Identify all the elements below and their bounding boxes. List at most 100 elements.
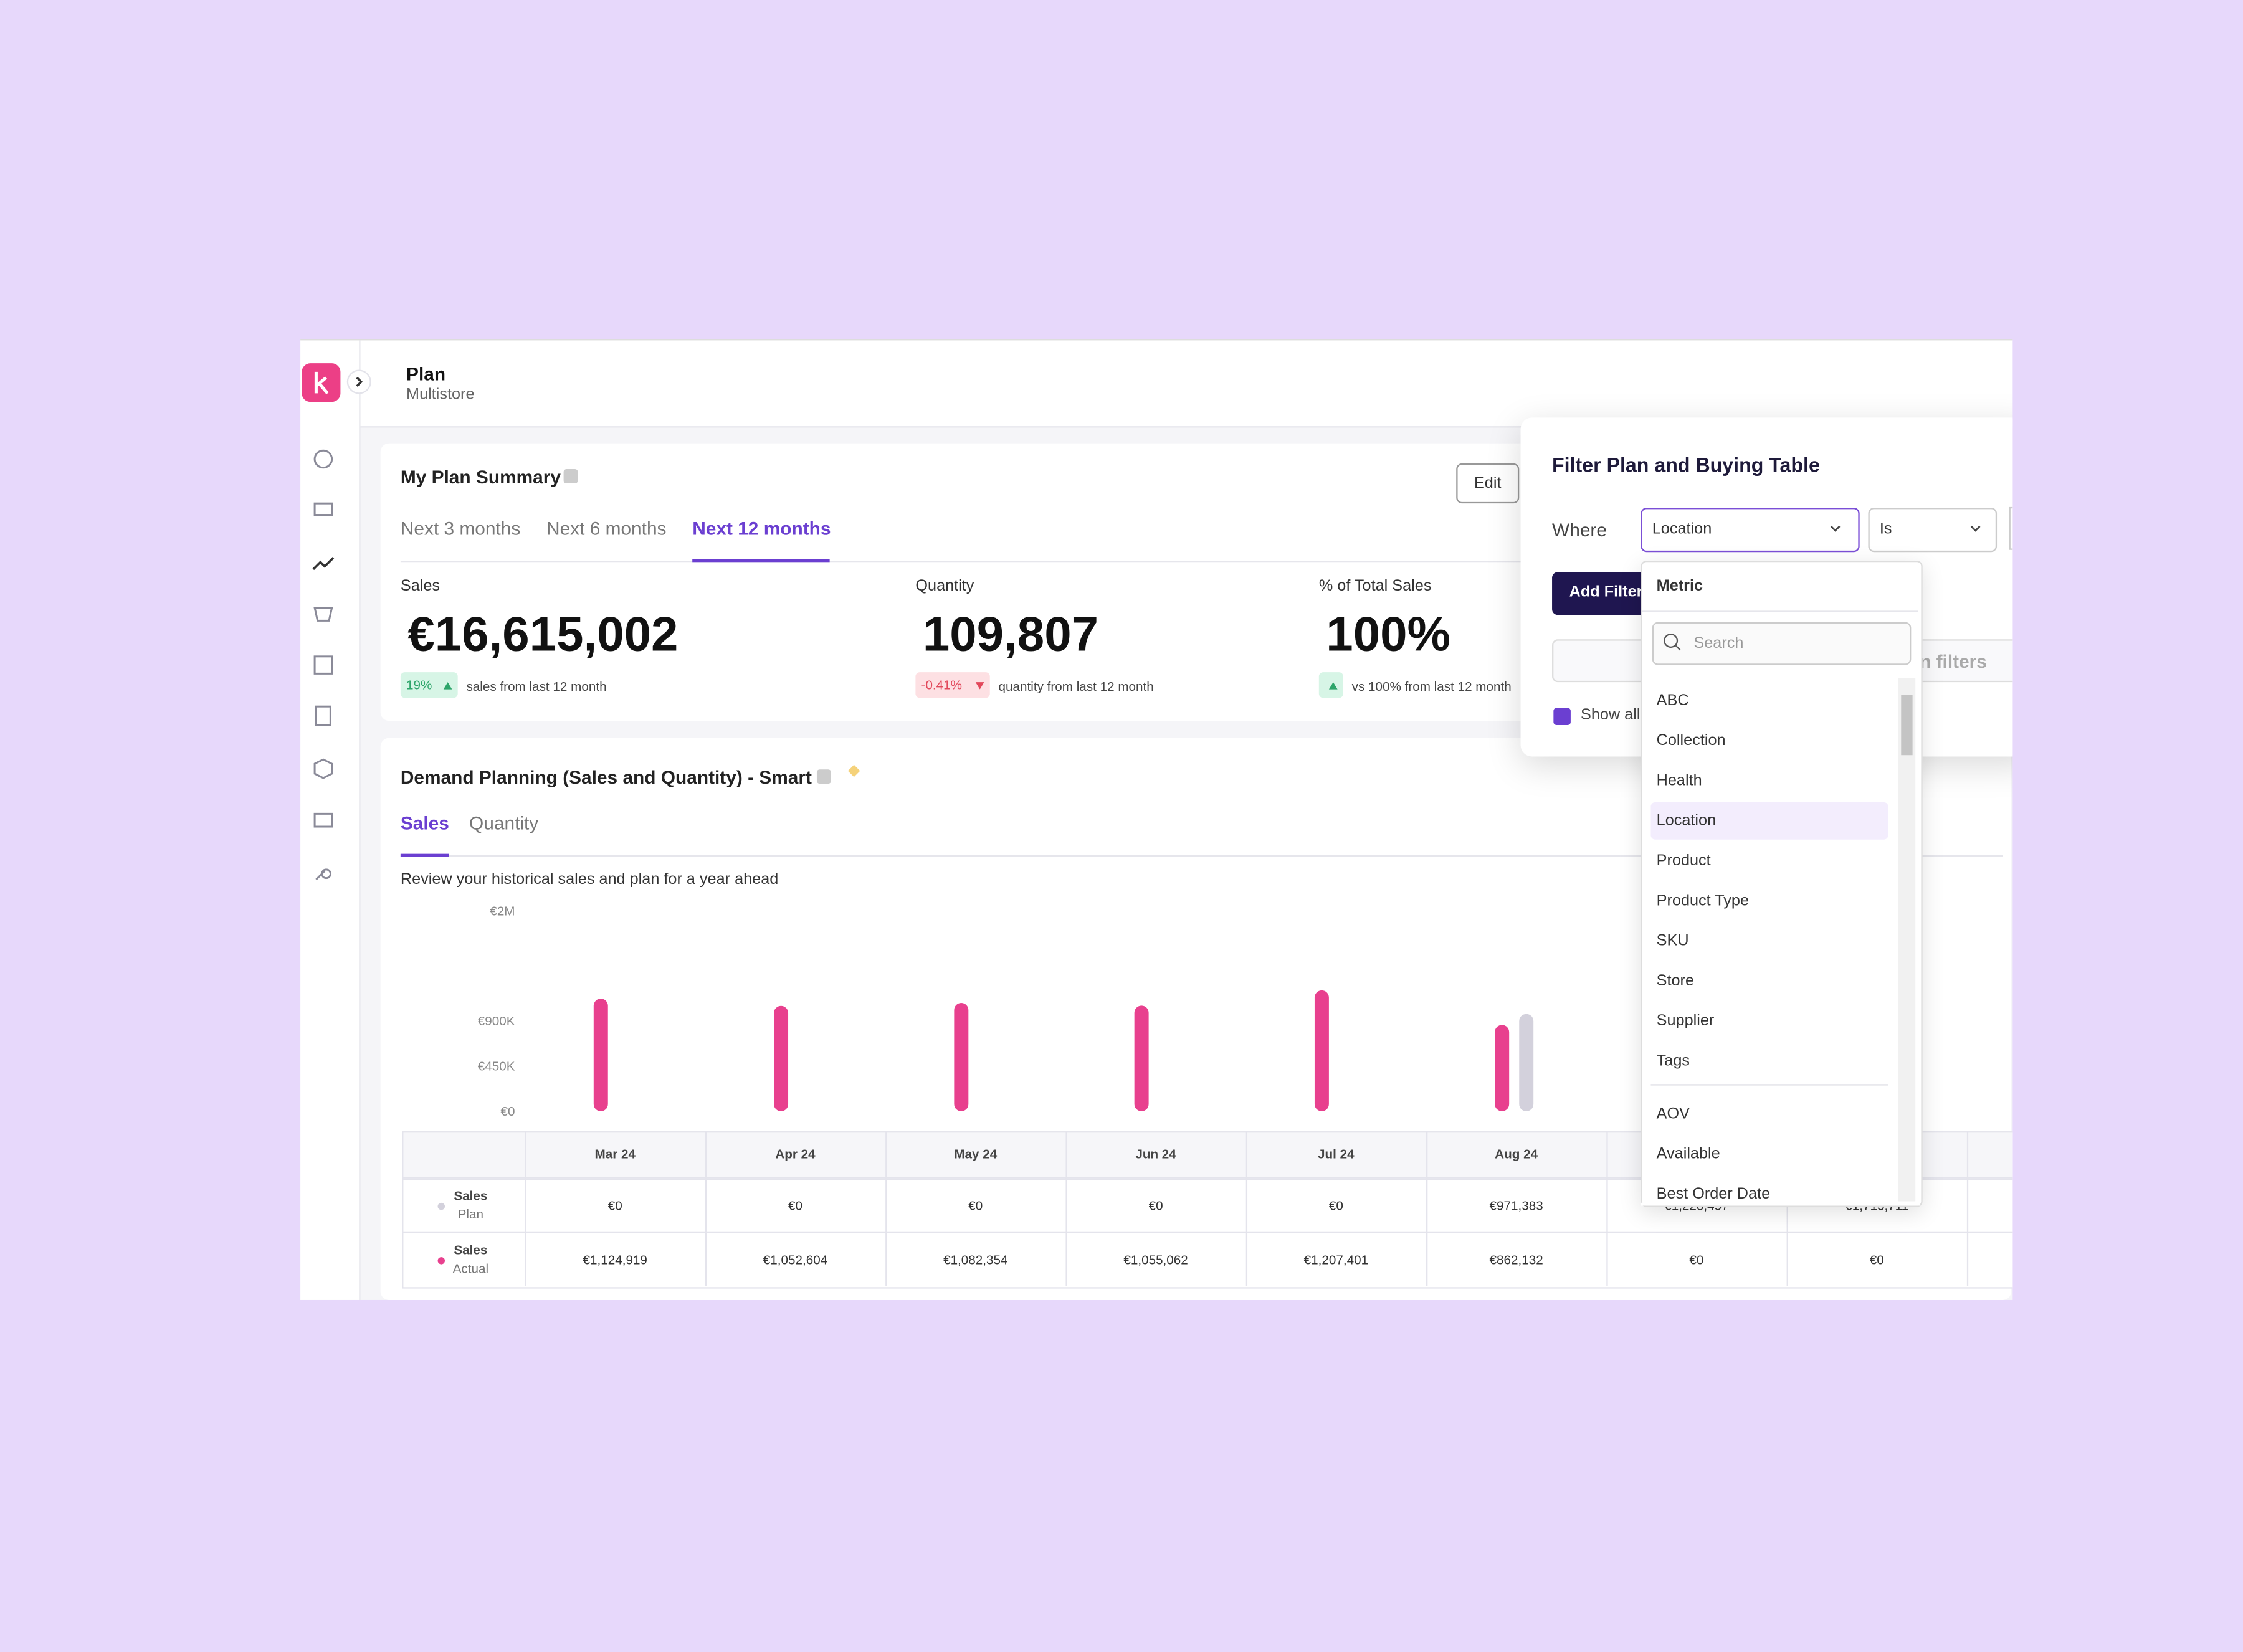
column-divider — [1065, 1131, 1067, 1286]
edit-button[interactable]: Edit — [1456, 463, 1520, 504]
change-arrow — [1328, 682, 1338, 690]
apply-filters-label[interactable]: n filters — [1920, 650, 1987, 673]
operator-value: Is — [1879, 520, 1892, 538]
page-subtitle: Multistore — [406, 386, 475, 404]
options-divider — [1650, 1084, 1888, 1086]
column-divider — [705, 1131, 707, 1286]
bar — [774, 1005, 789, 1111]
scrollbar — [1898, 678, 1916, 1202]
value-select[interactable] — [2009, 506, 2013, 550]
help-icon[interactable] — [313, 449, 333, 469]
chart-tab[interactable]: Sales — [400, 812, 449, 834]
period-tab[interactable]: Next 6 months — [546, 518, 667, 539]
change-value: 19% — [406, 678, 432, 693]
chevron — [1830, 525, 1981, 532]
document-icon[interactable] — [315, 705, 331, 726]
bar — [1495, 1025, 1510, 1111]
logo-mark — [314, 371, 329, 395]
column-divider — [525, 1131, 526, 1286]
search-box[interactable] — [1652, 622, 1912, 665]
header — [360, 340, 2013, 428]
dropdown-option[interactable]: Health — [1656, 772, 1702, 790]
plan-icon[interactable] — [312, 557, 335, 571]
layout-icon[interactable] — [313, 655, 333, 675]
row-divider — [402, 1231, 2013, 1233]
table-cell: €0 — [1148, 1198, 1163, 1213]
dropdown-option[interactable]: Supplier — [1656, 1012, 1715, 1030]
dropdown-option[interactable]: Collection — [1656, 732, 1726, 750]
search-placeholder: Search — [1693, 635, 1744, 652]
presentation-icon[interactable] — [313, 502, 333, 516]
y-tick-label: €900K — [478, 1014, 515, 1028]
y-tick-label: €2M — [490, 904, 515, 918]
period-tab[interactable]: Next 3 months — [400, 518, 521, 539]
info-icon — [563, 469, 578, 484]
y-tick-label: €450K — [478, 1059, 515, 1073]
table-cell: €0 — [788, 1198, 802, 1213]
box-icon[interactable] — [313, 758, 333, 779]
bar — [954, 1002, 969, 1111]
table-cell: €1,207,401 — [1303, 1253, 1369, 1268]
store-icon[interactable] — [313, 812, 333, 828]
show-all-checkbox[interactable] — [1553, 708, 1571, 726]
change-note: sales from last 12 month — [466, 679, 607, 694]
row-divider — [402, 1177, 2013, 1179]
expand-button[interactable] — [346, 369, 371, 394]
dropdown-option[interactable]: Available — [1656, 1146, 1720, 1163]
dropdown-bottom-edge — [1641, 1202, 1920, 1206]
select-chevrons — [1830, 506, 2013, 550]
dropdown-option[interactable]: Store — [1656, 972, 1695, 990]
column-header: Aug 24 — [1495, 1147, 1538, 1162]
dropdown-option[interactable]: AOV — [1656, 1105, 1690, 1123]
dropdown-option[interactable]: Product Type — [1656, 892, 1750, 910]
metric-value: 100% — [1326, 607, 1450, 663]
dropdown-option[interactable]: Best Order Date — [1656, 1185, 1771, 1203]
legend-dot — [437, 1202, 445, 1210]
divider — [400, 560, 2003, 563]
series-name: Sales — [454, 1188, 488, 1203]
operator-select[interactable] — [1868, 508, 1998, 553]
dropdown-option[interactable]: ABC — [1656, 692, 1689, 710]
tab-underline — [692, 559, 830, 563]
column-divider — [1786, 1131, 1788, 1286]
basket-icon[interactable] — [313, 607, 333, 622]
column-header: May 24 — [954, 1147, 998, 1162]
column-header: Mar 24 — [594, 1147, 636, 1162]
demand-description: Review your historical sales and plan fo… — [400, 871, 779, 888]
change-note: quantity from last 12 month — [998, 679, 1154, 694]
table-cell: €0 — [1869, 1253, 1884, 1268]
metric-value: €16,615,002 — [407, 607, 679, 663]
column-divider — [885, 1131, 887, 1286]
column-header: Apr 24 — [775, 1147, 816, 1162]
table-cell: €0 — [1328, 1198, 1343, 1213]
sidebar — [300, 340, 361, 1300]
series-name: Sales — [454, 1243, 488, 1258]
tab-underline — [400, 853, 449, 857]
summary-title: My Plan Summary — [400, 466, 561, 488]
where-label: Where — [1552, 519, 1607, 541]
search-icon — [1664, 634, 1681, 651]
metric-label: Sales — [400, 577, 441, 596]
divider — [400, 855, 2003, 857]
field-select[interactable] — [1641, 508, 1860, 553]
dropdown-option[interactable]: Product — [1656, 852, 1711, 870]
column-divider — [1966, 1131, 1969, 1286]
tools-icon[interactable] — [315, 868, 331, 881]
metric-dropdown — [1641, 560, 1923, 1207]
dropdown-option[interactable]: Location — [1656, 812, 1717, 830]
period-tab[interactable]: Next 12 months — [692, 518, 831, 539]
y-tick-label: €0 — [501, 1104, 515, 1119]
chevron — [356, 376, 363, 387]
bar — [1134, 1005, 1149, 1111]
series-subname: Plan — [457, 1207, 484, 1222]
dropdown-divider — [1642, 610, 1918, 612]
dropdown-option[interactable]: Tags — [1656, 1052, 1690, 1070]
column-header: Jul 24 — [1318, 1147, 1355, 1162]
dropdown-option[interactable]: SKU — [1656, 932, 1689, 950]
demand-title: Demand Planning (Sales and Quantity) - S… — [400, 766, 812, 789]
chart-tab[interactable]: Quantity — [469, 812, 539, 834]
table-cell: €0 — [968, 1198, 983, 1213]
scrollbar-thumb[interactable] — [1901, 695, 1913, 756]
column-header: Jun 24 — [1135, 1147, 1176, 1162]
